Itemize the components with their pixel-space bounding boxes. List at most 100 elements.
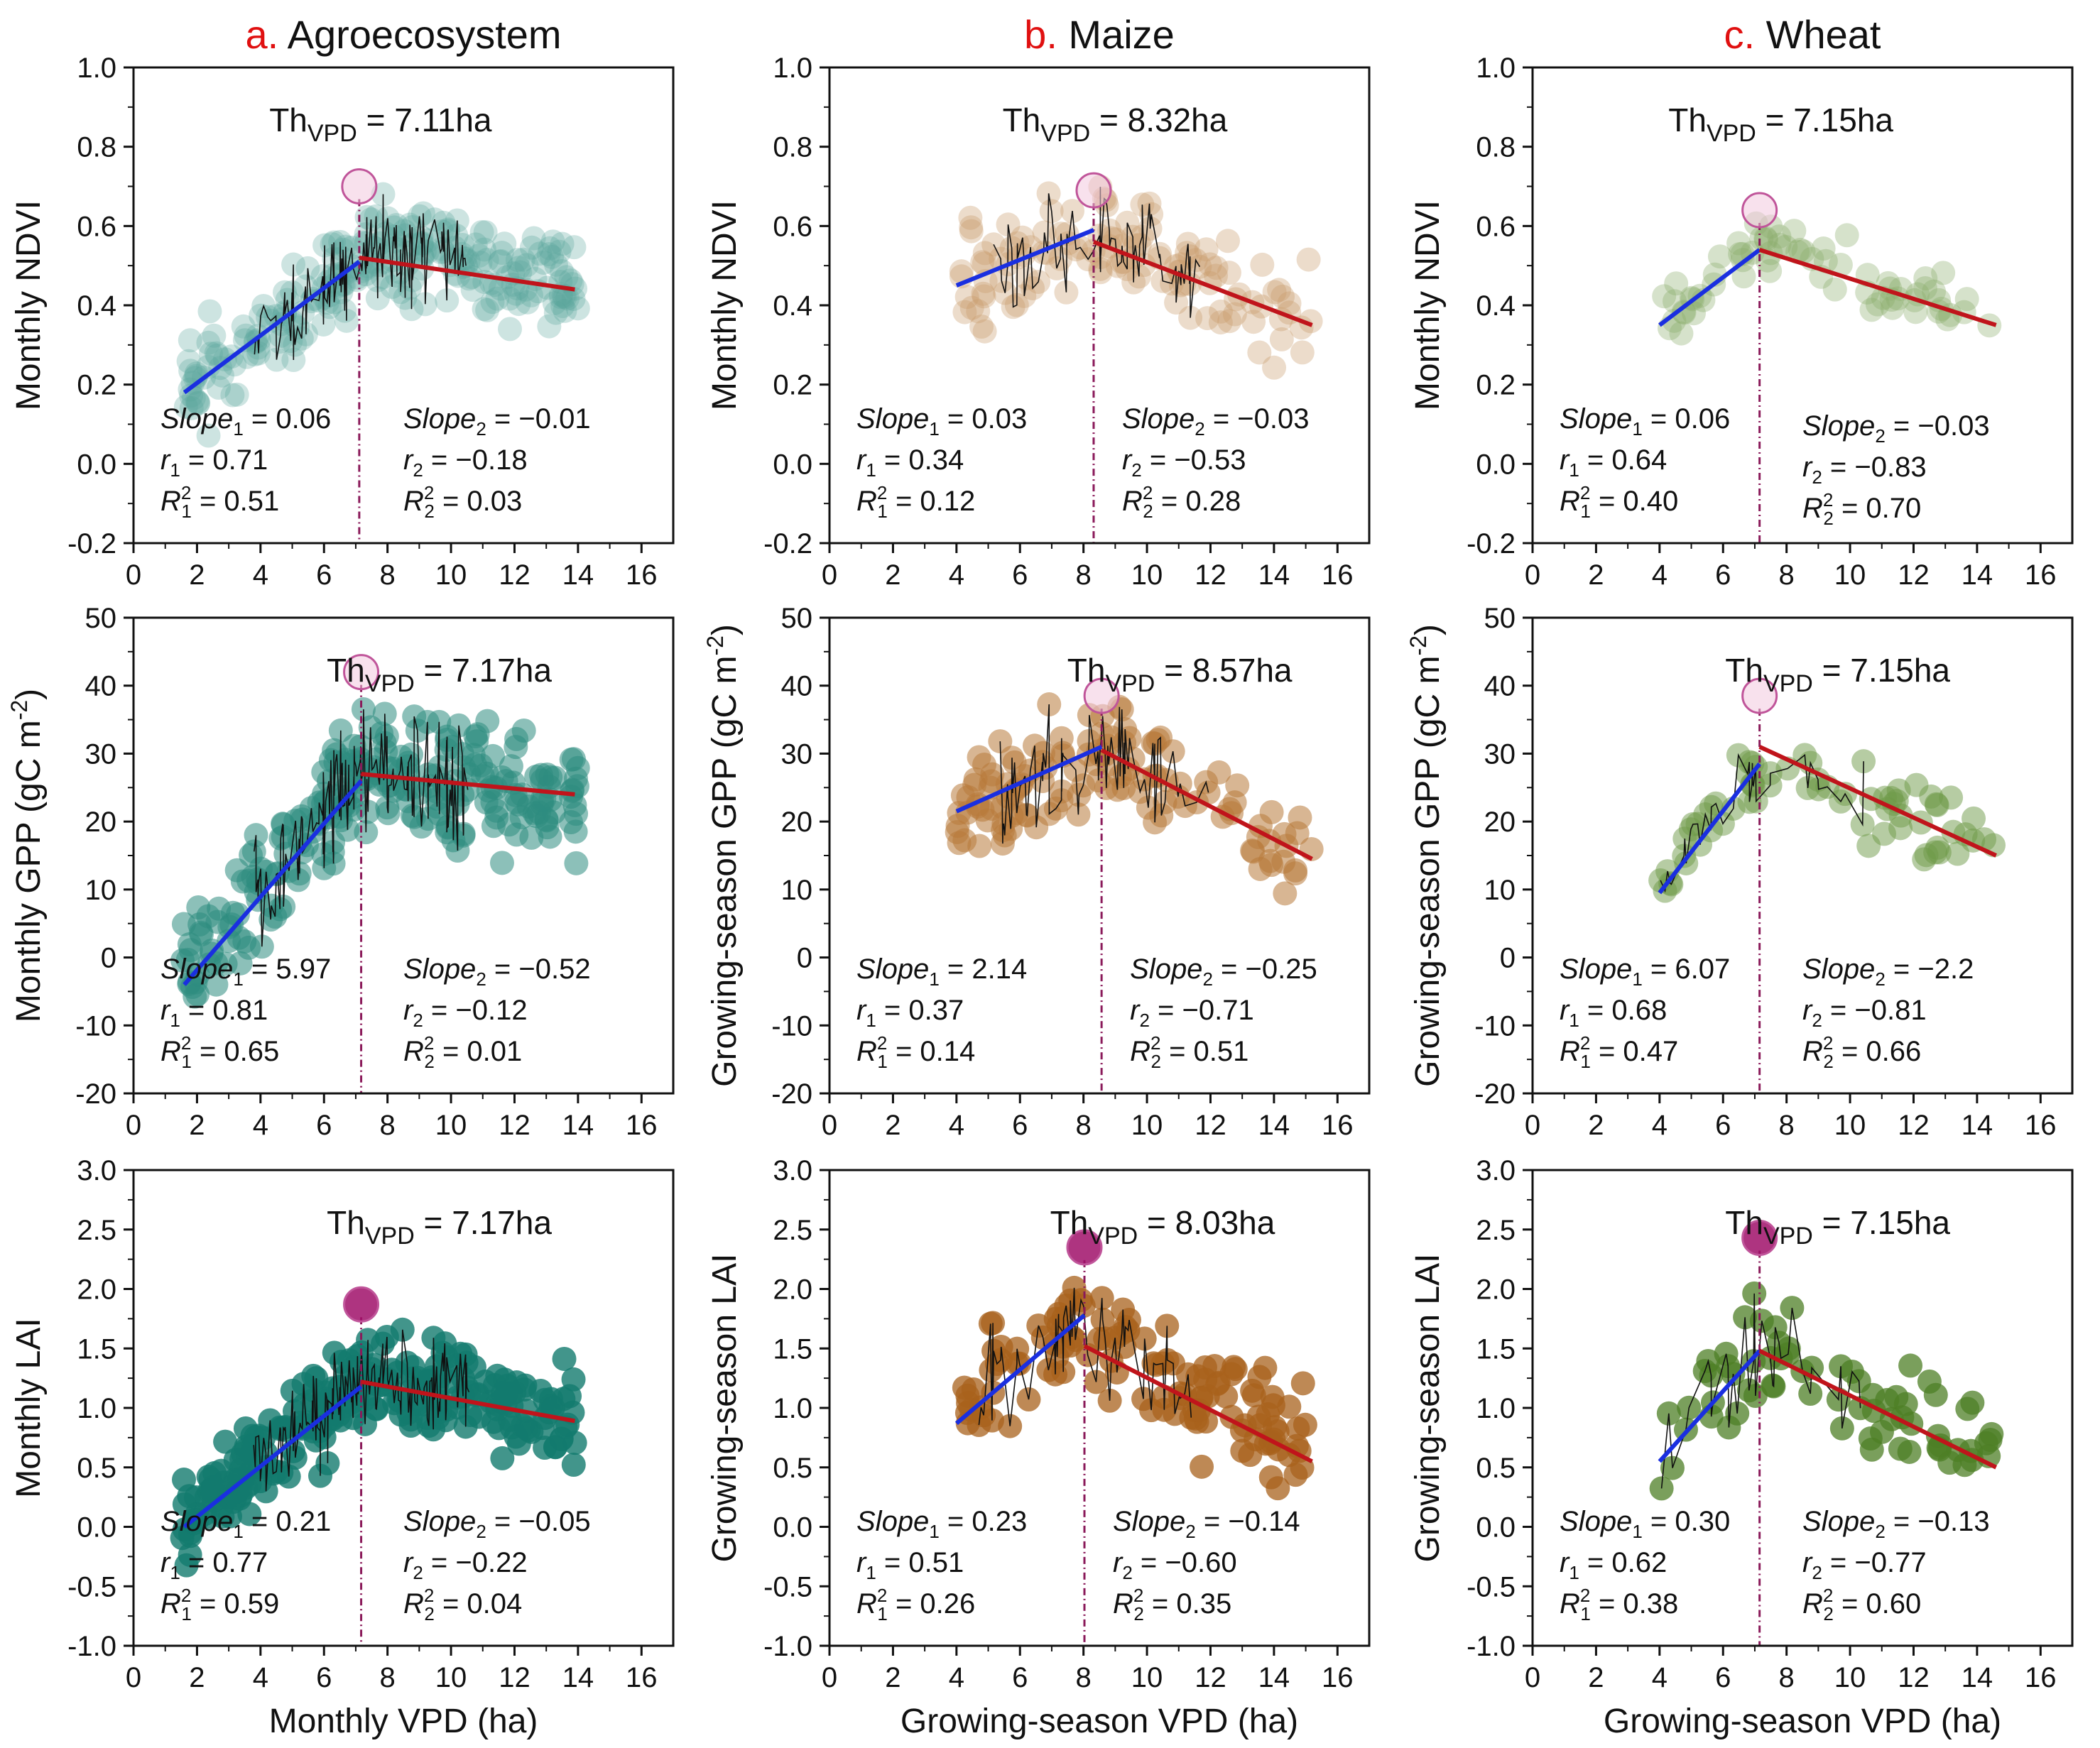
panel-a-ndvi: 0 2 4 6 8 10 12 14 16-0.20.00.20.40.60.81.0Month… — [10, 53, 675, 591]
scatter-point — [1204, 263, 1229, 288]
stat-slope-value: = −0.52 — [486, 954, 591, 985]
x-axis-label-wheat: Growing-season VPD (ha) — [1604, 1703, 2001, 1740]
scatter-point — [1662, 308, 1687, 333]
scatter-point — [1856, 834, 1881, 858]
scatter-point — [197, 299, 222, 324]
scatter-point — [480, 290, 505, 315]
y-axis-label-sup: -2 — [6, 700, 32, 720]
scatter-point — [1192, 1355, 1217, 1380]
threshold-label: ThVPD = 8.03ha — [1050, 1204, 1275, 1250]
scatter-point — [210, 1504, 235, 1529]
stat-r: r2 = −0.53 — [1122, 444, 1246, 481]
scatter-point — [959, 215, 984, 240]
fit-line-2 — [1758, 1348, 1998, 1470]
fit-line-1 — [183, 779, 363, 986]
stat-subscript: 1 — [1580, 1603, 1590, 1624]
scatter-point — [1791, 239, 1816, 264]
stat-subscript: 2 — [1823, 508, 1833, 529]
stat-r-value: = 0.64 — [1579, 444, 1667, 476]
stat-subscript: 1 — [1632, 968, 1642, 990]
stat-subscript: 1 — [170, 1010, 180, 1031]
x-tick-label: 2 — [189, 1662, 205, 1693]
stat-r: r1 = 0.34 — [856, 444, 964, 481]
stat-r-value: = −0.81 — [1822, 995, 1927, 1026]
scatter-point — [561, 286, 586, 311]
stat-r: r1 = 0.37 — [856, 995, 964, 1031]
stat-slope: Slope2 = −0.03 — [1802, 410, 1990, 447]
stat-superscript: 2 — [181, 482, 191, 503]
scatter-point — [535, 762, 560, 787]
y-tick-label: 2.5 — [773, 1215, 812, 1246]
scatter-point — [1865, 292, 1890, 317]
x-tick-label: 10 — [1834, 1662, 1866, 1693]
scatter-point — [1880, 295, 1905, 320]
scatter-point — [958, 205, 983, 230]
scatter-point — [365, 286, 390, 311]
x-tick-label: 14 — [562, 559, 594, 591]
connecting-line — [999, 704, 1209, 844]
stat-slope-label: Slope — [856, 1506, 929, 1537]
stat-slope-value: = 6.07 — [1643, 954, 1730, 985]
stat-superscript: 2 — [1580, 482, 1590, 503]
x-tick-label: 16 — [2025, 559, 2057, 591]
threshold-label-th: Th — [1725, 1204, 1763, 1241]
stat-r2: R2 1 = 0.26 — [856, 1585, 975, 1624]
scatter-point — [271, 812, 295, 837]
y-axis-label-text: Monthly GPP (gC m — [10, 720, 48, 1022]
scatter-point — [1788, 237, 1812, 262]
y-tick-label: 0.6 — [773, 211, 812, 242]
stat-slope-label: Slope — [1560, 1506, 1632, 1537]
stat-subscript: 2 — [1812, 1010, 1822, 1031]
scatter-point — [542, 290, 567, 315]
threshold-label-value: = 8.03ha — [1138, 1204, 1275, 1241]
stat-slope: Slope1 = 0.06 — [161, 403, 331, 439]
stat-subscript: 1 — [181, 1603, 191, 1624]
x-tick-label: 14 — [1962, 559, 1993, 591]
stat-slope: Slope1 = 0.30 — [1560, 1506, 1730, 1542]
x-tick-label: 2 — [189, 1110, 205, 1141]
x-tick-label: 4 — [1652, 559, 1668, 591]
scatter-point — [1214, 1384, 1239, 1409]
scatter-point — [234, 1437, 259, 1462]
stat-r2-value: = 0.60 — [1834, 1588, 1921, 1619]
scatter-point — [1931, 261, 1956, 285]
stat-superscript: 2 — [1143, 482, 1153, 503]
stat-r2: R2 1 = 0.65 — [161, 1032, 279, 1072]
scatter-point — [232, 328, 257, 353]
y-tick-label: 0.0 — [77, 449, 116, 480]
scatter-point — [499, 1415, 524, 1440]
y-tick-label: -1.0 — [67, 1631, 116, 1662]
scatter-point — [528, 241, 553, 266]
y-tick-label: 2.5 — [1476, 1215, 1516, 1246]
scatter-point — [1194, 237, 1219, 262]
threshold-label-th: Th — [1668, 102, 1707, 138]
scatter-point — [202, 323, 227, 348]
stat-r2-value: = 0.70 — [1834, 493, 1921, 524]
stat-r2-label: R — [1122, 486, 1143, 517]
threshold-label-sub: VPD — [1088, 1223, 1138, 1250]
stat-subscript: 2 — [476, 1521, 486, 1542]
y-tick-label: 1.5 — [1476, 1333, 1516, 1365]
y-tick-label: 2.0 — [773, 1274, 812, 1306]
scatter-point — [954, 285, 979, 310]
scatter-point — [1197, 252, 1222, 277]
stat-superscript: 2 — [1823, 1032, 1833, 1054]
scatter-point — [1267, 278, 1292, 302]
x-tick-label: 4 — [253, 559, 268, 591]
x-tick-label: 16 — [2025, 1110, 2057, 1141]
stat-r-value: = −0.18 — [423, 444, 528, 476]
scatter-point — [559, 810, 584, 835]
stat-slope-value: = −0.13 — [1886, 1506, 1990, 1537]
y-tick-label: -0.2 — [763, 528, 812, 559]
y-axis-label-text: Growing-season GPP (gC m — [706, 656, 744, 1087]
fit-line-2 — [1092, 239, 1313, 327]
scatter-point — [966, 299, 991, 324]
stat-r-label: r — [1560, 995, 1570, 1026]
y-axis-label-text: Growing-season GPP (gC m — [1409, 656, 1447, 1087]
y-tick-label: 0.4 — [77, 290, 116, 322]
scatter-point — [979, 796, 1004, 821]
stat-r: r1 = 0.77 — [161, 1547, 268, 1583]
